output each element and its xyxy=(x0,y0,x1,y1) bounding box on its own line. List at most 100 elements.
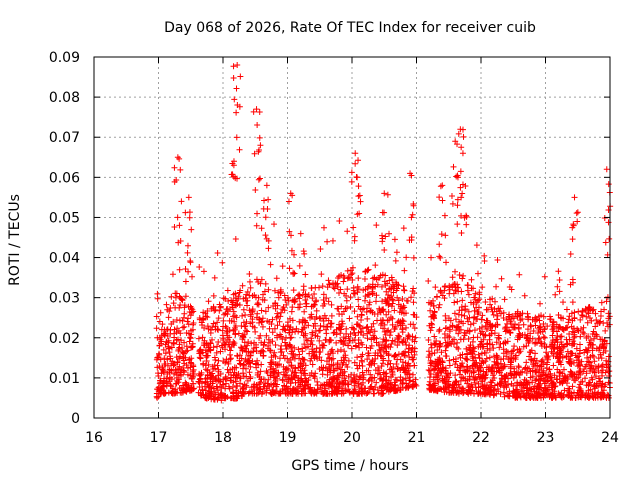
data-point xyxy=(479,358,486,365)
data-point xyxy=(428,350,435,357)
data-point xyxy=(250,348,257,355)
data-point xyxy=(301,317,308,324)
data-point xyxy=(452,372,459,379)
data-point xyxy=(326,281,333,288)
data-point xyxy=(379,232,386,239)
data-point xyxy=(188,226,195,233)
data-point xyxy=(602,239,609,246)
data-point xyxy=(308,335,315,342)
data-point xyxy=(385,343,392,350)
data-point xyxy=(467,299,474,306)
data-point xyxy=(200,391,207,398)
data-point xyxy=(245,360,252,367)
data-point xyxy=(402,375,409,382)
data-point xyxy=(176,266,183,273)
data-point xyxy=(257,368,264,375)
data-point xyxy=(350,284,357,291)
data-point xyxy=(464,377,471,384)
data-point xyxy=(309,388,316,395)
data-point xyxy=(173,317,180,324)
data-point xyxy=(479,312,486,319)
data-point xyxy=(254,300,261,307)
data-point xyxy=(222,395,229,402)
data-point xyxy=(516,334,523,341)
data-point xyxy=(230,74,237,81)
data-point xyxy=(316,337,323,344)
data-point xyxy=(510,355,517,362)
data-point xyxy=(184,249,191,256)
data-point xyxy=(578,378,585,385)
data-point xyxy=(217,348,224,355)
chart-title: Day 068 of 2026, Rate Of TEC Index for r… xyxy=(164,20,536,36)
data-point xyxy=(311,315,318,322)
data-point xyxy=(493,352,500,359)
data-point xyxy=(605,181,612,188)
data-point xyxy=(399,296,406,303)
data-point xyxy=(546,366,553,373)
data-point xyxy=(274,322,281,329)
data-point xyxy=(455,367,462,374)
data-point xyxy=(430,312,437,319)
data-point xyxy=(394,285,401,292)
data-point xyxy=(571,314,578,321)
data-point xyxy=(511,368,518,375)
data-point xyxy=(330,329,337,336)
data-point xyxy=(352,160,359,167)
data-point xyxy=(446,326,453,333)
data-point xyxy=(263,182,270,189)
data-point xyxy=(395,351,402,358)
x-tick-label: 23 xyxy=(537,430,555,446)
data-point xyxy=(190,385,197,392)
data-point xyxy=(494,256,501,263)
data-point xyxy=(337,330,344,337)
data-point xyxy=(204,314,211,321)
data-point xyxy=(239,348,246,355)
data-point xyxy=(175,327,182,334)
data-point xyxy=(342,387,349,394)
data-point xyxy=(176,341,183,348)
data-point xyxy=(219,259,226,266)
data-point xyxy=(347,331,354,338)
data-point xyxy=(431,350,438,357)
data-point xyxy=(502,339,509,346)
data-point xyxy=(372,262,379,269)
data-point xyxy=(455,311,462,318)
data-point xyxy=(551,383,558,390)
data-point xyxy=(457,126,464,133)
data-point xyxy=(302,271,309,278)
data-point xyxy=(436,301,443,308)
data-point xyxy=(251,150,258,157)
data-point xyxy=(439,377,446,384)
data-point xyxy=(488,379,495,386)
data-point xyxy=(481,257,488,264)
data-point xyxy=(244,302,251,309)
data-point xyxy=(496,344,503,351)
data-point xyxy=(343,292,350,299)
data-point xyxy=(406,377,413,384)
data-point xyxy=(371,274,378,281)
data-point xyxy=(384,384,391,391)
data-point xyxy=(456,272,463,279)
data-point xyxy=(302,379,309,386)
data-point xyxy=(246,357,253,364)
data-point xyxy=(554,339,561,346)
data-point xyxy=(351,359,358,366)
data-point xyxy=(209,380,216,387)
data-point xyxy=(384,191,391,198)
data-point xyxy=(505,393,512,400)
data-point xyxy=(209,324,216,331)
data-point xyxy=(555,268,562,275)
data-point xyxy=(352,150,359,157)
data-point xyxy=(217,383,224,390)
data-point xyxy=(170,370,177,377)
data-point xyxy=(602,348,609,355)
data-point xyxy=(154,354,161,361)
data-point xyxy=(601,306,608,313)
data-point xyxy=(211,365,218,372)
data-point xyxy=(164,362,171,369)
data-point xyxy=(267,372,274,379)
data-point xyxy=(380,325,387,332)
data-point xyxy=(462,306,469,313)
data-point xyxy=(349,264,356,271)
data-point xyxy=(304,343,311,350)
